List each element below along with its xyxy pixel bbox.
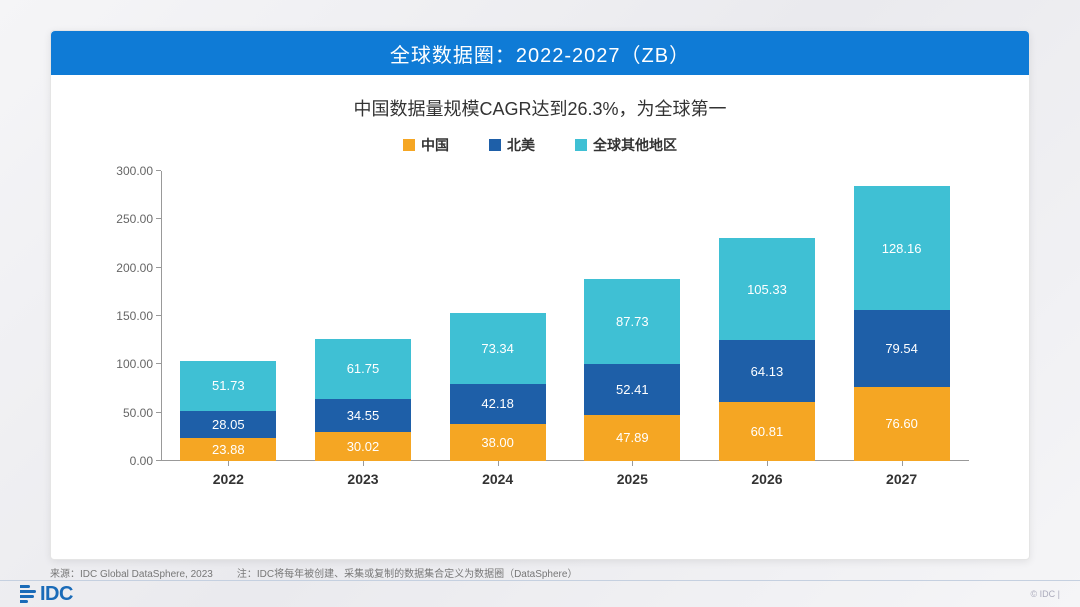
y-tick-label: 200.00	[103, 261, 153, 275]
bar-column: 76.6079.54128.16	[854, 186, 950, 461]
plot-area: 23.8828.0551.73 30.0234.5561.75 38.0042.18…	[161, 171, 969, 461]
bar-segment: 76.60	[854, 387, 950, 461]
y-tick-label: 250.00	[103, 212, 153, 226]
chart-legend: 中国 北美 全球其他地区	[51, 135, 1029, 155]
x-tick-mark	[632, 461, 633, 466]
y-tick-label: 50.00	[103, 406, 153, 420]
y-tick-label: 300.00	[103, 164, 153, 178]
bar-segment: 105.33	[719, 238, 815, 340]
x-axis-label: 2022	[180, 461, 276, 501]
bar-segment: 30.02	[315, 432, 411, 461]
x-tick-mark	[228, 461, 229, 466]
y-axis: 0.0050.00100.00150.00200.00250.00300.00	[101, 171, 161, 461]
x-axis-label: 2026	[719, 461, 815, 501]
legend-item: 北美	[489, 135, 535, 155]
legend-label: 北美	[507, 135, 535, 155]
x-axis-label: 2024	[450, 461, 546, 501]
bar-segment: 128.16	[854, 186, 950, 310]
bar-segment: 87.73	[584, 279, 680, 364]
bar-segment: 73.34	[450, 313, 546, 384]
source-label: 来源：IDC Global DataSphere, 2023	[50, 565, 213, 580]
bars-container: 23.8828.0551.73 30.0234.5561.75 38.0042.18…	[161, 171, 969, 461]
y-tick-label: 0.00	[103, 454, 153, 468]
legend-label: 全球其他地区	[593, 135, 677, 155]
copyright: © IDC |	[1031, 589, 1060, 599]
chart-area: 0.0050.00100.00150.00200.00250.00300.00 …	[101, 161, 979, 501]
bar-column: 47.8952.4187.73	[584, 279, 680, 461]
legend-swatch	[403, 139, 415, 151]
chart-subtitle: 中国数据量规模CAGR达到26.3%，为全球第一	[51, 95, 1029, 121]
x-tick-mark	[902, 461, 903, 466]
chart-title: 全球数据圈：2022-2027（ZB）	[390, 39, 690, 68]
bar-segment: 52.41	[584, 364, 680, 415]
x-tick-mark	[767, 461, 768, 466]
footer: IDC © IDC |	[0, 580, 1080, 607]
bar-segment: 61.75	[315, 339, 411, 399]
bar-segment: 64.13	[719, 340, 815, 402]
legend-swatch	[575, 139, 587, 151]
logo-text: IDC	[40, 583, 73, 606]
bar-segment: 34.55	[315, 399, 411, 432]
bar-column: 23.8828.0551.73	[180, 361, 276, 461]
bar-column: 30.0234.5561.75	[315, 339, 411, 461]
legend-item: 全球其他地区	[575, 135, 677, 155]
bar-segment: 42.18	[450, 384, 546, 425]
x-axis-label: 2023	[315, 461, 411, 501]
bar-segment: 23.88	[180, 438, 276, 461]
legend-item: 中国	[403, 135, 449, 155]
bar-segment: 79.54	[854, 310, 950, 387]
bar-segment: 28.05	[180, 411, 276, 438]
chart-card: 全球数据圈：2022-2027（ZB） 中国数据量规模CAGR达到26.3%，为…	[50, 30, 1030, 560]
source-note-text: 注：IDC将每年被创建、采集或复制的数据集合定义为数据圈（DataSphere）	[237, 565, 578, 580]
x-axis-label: 2025	[584, 461, 680, 501]
bar-column: 38.0042.1873.34	[450, 313, 546, 461]
x-tick-mark	[498, 461, 499, 466]
legend-label: 中国	[421, 135, 449, 155]
source-note: 来源：IDC Global DataSphere, 2023 注：IDC将每年被…	[50, 565, 577, 580]
bar-column: 60.8164.13105.33	[719, 238, 815, 461]
x-axis-label: 2027	[854, 461, 950, 501]
title-bar: 全球数据圈：2022-2027（ZB）	[51, 31, 1029, 75]
bar-segment: 47.89	[584, 415, 680, 461]
bar-segment: 60.81	[719, 402, 815, 461]
y-tick-label: 100.00	[103, 357, 153, 371]
idc-logo: IDC	[20, 583, 73, 606]
logo-icon	[20, 585, 36, 603]
bar-segment: 51.73	[180, 361, 276, 411]
legend-swatch	[489, 139, 501, 151]
x-tick-mark	[363, 461, 364, 466]
y-tick-label: 150.00	[103, 309, 153, 323]
bar-segment: 38.00	[450, 424, 546, 461]
x-axis-labels: 2022 2023 2024 2025 2026 2027	[161, 461, 969, 501]
